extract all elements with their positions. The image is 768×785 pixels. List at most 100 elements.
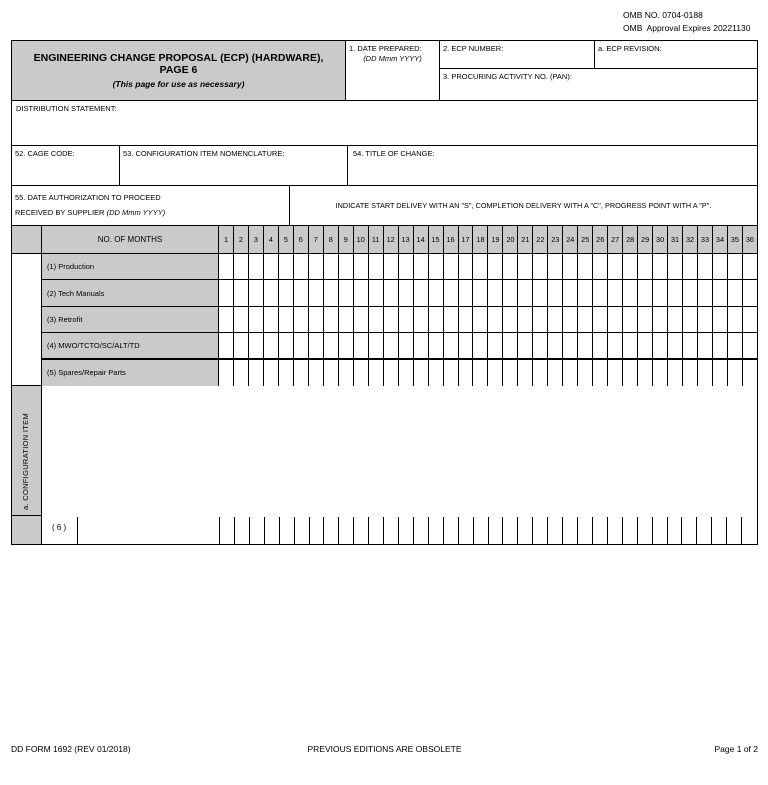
schedule-cell[interactable] [533,280,549,306]
schedule-cell[interactable] [458,306,474,333]
schedule-cell[interactable] [473,359,489,386]
title-of-change-field[interactable]: 54. TITLE OF CHANGE: [348,146,757,185]
schedule-cell[interactable] [263,280,279,306]
schedule-cell[interactable] [219,359,234,386]
schedule-cell[interactable] [398,333,414,358]
schedule-cell[interactable] [623,333,639,358]
schedule-cell[interactable] [563,333,579,358]
schedule-cell[interactable] [683,359,698,386]
schedule-cell[interactable] [383,280,399,306]
schedule-cell[interactable] [308,280,324,306]
schedule-cell[interactable] [428,254,444,280]
schedule-cell[interactable] [712,359,728,386]
schedule-cell[interactable] [533,306,549,333]
schedule-cell[interactable] [413,333,429,358]
schedule-cell[interactable] [323,333,339,358]
schedule-cell[interactable] [548,306,564,333]
schedule-cell[interactable] [638,359,654,386]
schedule-cell[interactable] [368,333,384,358]
schedule-cell[interactable] [608,254,624,280]
schedule-cell[interactable] [368,280,384,306]
schedule-cell[interactable] [323,306,339,333]
schedule-cell[interactable] [653,333,669,358]
schedule-cell[interactable] [623,254,639,280]
schedule-cell[interactable] [473,306,489,333]
schedule-cell[interactable] [742,280,757,306]
date-authorization-field[interactable]: 55. DATE AUTHORIZATION TO PROCEED RECEIV… [12,186,290,225]
schedule-cell[interactable] [698,254,713,280]
schedule-cell[interactable] [398,280,414,306]
configuration-item-area[interactable]: a. CONFIGURATION ITEM ( 6 ) [12,386,757,544]
schedule-cell[interactable] [398,254,414,280]
schedule-cell[interactable] [638,280,654,306]
schedule-cell[interactable] [683,254,698,280]
schedule-cell[interactable] [742,306,757,333]
schedule-cell[interactable] [428,280,444,306]
schedule-cell[interactable] [563,280,579,306]
schedule-cell[interactable] [233,333,249,358]
schedule-cell[interactable] [353,333,369,358]
schedule-cell[interactable] [219,306,234,333]
schedule-cell[interactable] [293,359,309,386]
schedule-cell[interactable] [353,254,369,280]
schedule-cell[interactable] [383,359,399,386]
schedule-cell[interactable] [698,333,713,358]
schedule-cell[interactable] [338,254,354,280]
schedule-cell[interactable] [248,280,264,306]
schedule-cell[interactable] [353,306,369,333]
schedule-cell[interactable] [563,306,579,333]
schedule-cell[interactable] [668,280,684,306]
schedule-cell[interactable] [698,359,713,386]
schedule-cell[interactable] [308,306,324,333]
schedule-cell[interactable] [263,333,279,358]
schedule-cell[interactable] [653,306,669,333]
schedule-cell[interactable] [248,306,264,333]
schedule-cell[interactable] [473,254,489,280]
schedule-cell[interactable] [233,359,249,386]
date-prepared-field[interactable]: 1. DATE PREPARED: (DD Mmm YYYY) [346,41,440,100]
schedule-cell[interactable] [593,333,609,358]
schedule-cell[interactable] [518,333,534,358]
schedule-cell[interactable] [548,333,564,358]
schedule-cell[interactable] [518,306,534,333]
schedule-cell[interactable] [698,306,713,333]
schedule-cell[interactable] [248,333,264,358]
schedule-cell[interactable] [278,359,294,386]
schedule-cell[interactable] [443,359,459,386]
schedule-cell[interactable] [638,333,654,358]
schedule-cell[interactable] [683,333,698,358]
schedule-cell[interactable] [578,359,594,386]
config-item-nomenclature-field[interactable]: 53. CONFIGURATION ITEM NOMENCLATURE: [120,146,348,185]
schedule-cell[interactable] [727,306,743,333]
schedule-cell[interactable] [727,254,743,280]
ecp-number-field[interactable]: 2. ECP NUMBER: [440,41,595,68]
schedule-cell[interactable] [308,254,324,280]
schedule-cell[interactable] [727,359,743,386]
schedule-cell[interactable] [458,280,474,306]
schedule-cell[interactable] [368,306,384,333]
schedule-cell[interactable] [428,333,444,358]
schedule-cell[interactable] [712,333,728,358]
schedule-cell[interactable] [503,333,519,358]
schedule-cell[interactable] [742,359,757,386]
schedule-cell[interactable] [608,333,624,358]
schedule-cell[interactable] [578,306,594,333]
schedule-cell[interactable] [712,306,728,333]
schedule-cell[interactable] [653,280,669,306]
cage-code-field[interactable]: 52. CAGE CODE: [12,146,120,185]
schedule-cell[interactable] [727,280,743,306]
schedule-cell[interactable] [488,306,504,333]
schedule-cell[interactable] [563,359,579,386]
schedule-cell[interactable] [488,359,504,386]
schedule-cell[interactable] [278,306,294,333]
schedule-cell[interactable] [638,306,654,333]
schedule-cell[interactable] [623,306,639,333]
schedule-cell[interactable] [503,306,519,333]
schedule-cell[interactable] [742,333,757,358]
schedule-cell[interactable] [623,359,639,386]
schedule-cell[interactable] [578,280,594,306]
schedule-cell[interactable] [308,359,324,386]
schedule-cell[interactable] [293,333,309,358]
schedule-cell[interactable] [698,280,713,306]
schedule-cell[interactable] [488,333,504,358]
